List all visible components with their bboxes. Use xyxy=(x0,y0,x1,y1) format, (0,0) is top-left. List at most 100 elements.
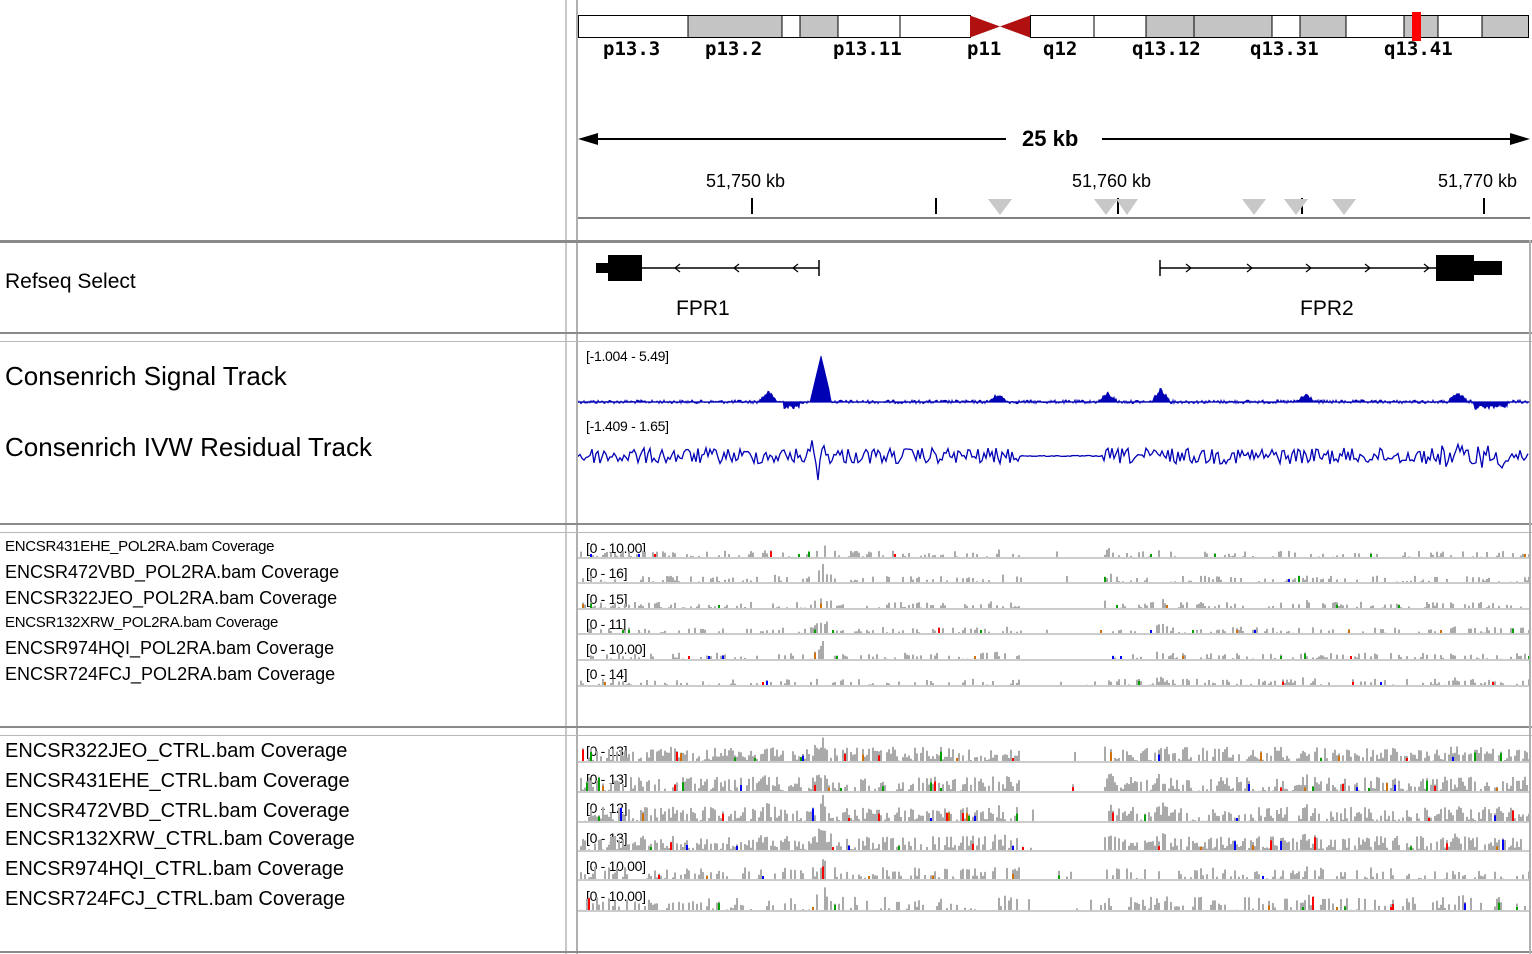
mismatch-mark xyxy=(582,749,584,761)
mismatch-mark xyxy=(1336,604,1338,608)
panel-divider[interactable] xyxy=(0,332,1532,334)
track-name-coverage[interactable]: ENCSR431EHE_CTRL.bam Coverage xyxy=(5,770,350,792)
mismatch-mark xyxy=(1112,656,1114,659)
mismatch-mark xyxy=(1072,787,1074,791)
mismatch-mark xyxy=(968,815,970,821)
track-name-coverage[interactable]: ENCSR724FCJ_CTRL.bam Coverage xyxy=(5,888,346,910)
mismatch-mark xyxy=(1410,846,1412,850)
mismatch-mark xyxy=(1370,554,1372,557)
mismatch-mark xyxy=(1464,903,1466,910)
mismatch-mark xyxy=(930,782,932,791)
panel-divider[interactable] xyxy=(0,341,1532,342)
mismatch-mark xyxy=(628,629,630,633)
mismatch-mark xyxy=(1386,783,1388,791)
gene-fpr1[interactable] xyxy=(596,255,820,281)
mismatch-mark xyxy=(682,782,684,791)
mismatch-mark xyxy=(736,845,738,850)
track-name-coverage[interactable]: ENCSR974HQI_POL2RA.bam Coverage xyxy=(5,638,335,658)
mismatch-mark xyxy=(948,812,950,821)
mismatch-mark xyxy=(650,847,652,850)
track-name-coverage[interactable]: ENCSR472VBD_CTRL.bam Coverage xyxy=(5,800,350,822)
mismatch-mark xyxy=(1120,656,1122,659)
mismatch-mark xyxy=(598,816,600,821)
coverage-bars xyxy=(584,795,1529,821)
mismatch-mark xyxy=(1356,787,1358,791)
mismatch-mark xyxy=(862,754,864,761)
panel-divider[interactable] xyxy=(0,532,1532,533)
mismatch-mark xyxy=(622,629,624,633)
mismatch-mark xyxy=(1392,903,1394,910)
consenrich-signal-track[interactable] xyxy=(578,350,1530,412)
mismatch-mark xyxy=(1440,630,1442,633)
mismatch-mark xyxy=(898,846,900,850)
track-name-coverage[interactable]: ENCSR472VBD_POL2RA.bam Coverage xyxy=(5,562,340,582)
coverage-bars xyxy=(582,564,1529,582)
mismatch-mark xyxy=(828,787,830,791)
track-name-coverage[interactable]: ENCSR322JEO_CTRL.bam Coverage xyxy=(5,740,348,762)
centromere xyxy=(970,15,1000,38)
mismatch-mark xyxy=(980,630,982,633)
gene-fpr2[interactable] xyxy=(1159,255,1502,281)
band-label: p13.3 xyxy=(603,38,661,60)
mismatch-mark xyxy=(638,554,640,557)
ruler-tick-label: 51,760 kb xyxy=(1072,171,1152,191)
track-name-refseq[interactable]: Refseq Select xyxy=(5,270,136,293)
track-name-coverage[interactable]: ENCSR974HQI_CTRL.bam Coverage xyxy=(5,858,345,880)
chromosome-ideogram[interactable] xyxy=(578,12,1530,42)
mismatch-mark xyxy=(1234,841,1236,850)
mismatch-mark xyxy=(974,656,976,659)
mismatch-mark xyxy=(680,753,682,761)
refseq-gene-track[interactable] xyxy=(578,250,1530,290)
track-name-coverage[interactable]: ENCSR431EHE_POL2RA.bam Coverage xyxy=(5,538,275,555)
mismatch-mark xyxy=(836,656,838,659)
mismatch-mark xyxy=(814,652,816,659)
data-range-label: [0 - 11] xyxy=(586,616,627,632)
panel-divider[interactable] xyxy=(0,951,1532,953)
mismatch-mark xyxy=(598,777,600,791)
mismatch-mark xyxy=(754,758,756,761)
mismatch-mark xyxy=(848,845,850,850)
mismatch-mark xyxy=(1474,752,1476,761)
panel-divider[interactable] xyxy=(0,726,1532,728)
mismatch-mark xyxy=(1280,787,1282,791)
panel-divider[interactable] xyxy=(0,523,1532,525)
coverage-bars xyxy=(580,773,1528,791)
track-name-coverage[interactable]: ENCSR132XRW_POL2RA.bam Coverage xyxy=(5,614,279,631)
mismatch-mark xyxy=(1350,656,1352,659)
mismatch-mark xyxy=(1182,655,1184,659)
band-label: q13.41 xyxy=(1384,38,1453,60)
mismatch-mark xyxy=(590,751,592,761)
mismatch-mark xyxy=(1338,756,1340,761)
mismatch-mark xyxy=(1304,787,1306,791)
mismatch-mark xyxy=(670,842,672,850)
panel-divider[interactable] xyxy=(0,735,1532,736)
track-name-consenrich-signal[interactable]: Consenrich Signal Track xyxy=(5,361,287,391)
mismatch-mark xyxy=(770,551,772,557)
gene-label: FPR2 xyxy=(1300,297,1354,320)
track-name-coverage[interactable]: ENCSR322JEO_POL2RA.bam Coverage xyxy=(5,588,338,608)
mismatch-mark xyxy=(1236,818,1238,821)
track-name-consenrich-residual[interactable]: Consenrich IVW Residual Track xyxy=(5,432,373,462)
mismatch-mark xyxy=(934,781,936,791)
mismatch-mark xyxy=(1406,758,1408,761)
mismatch-mark xyxy=(1314,837,1316,850)
mismatch-mark xyxy=(1280,840,1282,850)
track-name-coverage[interactable]: ENCSR724FCJ_POL2RA.bam Coverage xyxy=(5,664,336,684)
mismatch-mark xyxy=(718,605,720,608)
mismatch-mark xyxy=(1112,812,1114,821)
mismatch-mark xyxy=(1302,906,1304,910)
mismatch-mark xyxy=(1260,752,1262,761)
coverage-bars xyxy=(580,676,1529,685)
ruler[interactable] xyxy=(578,120,1530,220)
name-panel-divider[interactable] xyxy=(565,0,567,954)
coverage-bars xyxy=(582,598,1522,608)
panel-divider[interactable] xyxy=(0,240,1532,243)
track-name-coverage[interactable]: ENCSR132XRW_CTRL.bam Coverage xyxy=(5,828,355,850)
current-locus-marker xyxy=(1412,12,1421,41)
coverage-bars xyxy=(590,641,1529,659)
mismatch-mark xyxy=(654,554,656,557)
consenrich-residual-track[interactable] xyxy=(578,420,1530,490)
mismatch-mark xyxy=(762,682,764,685)
mismatch-mark xyxy=(1280,656,1282,659)
coverage-tracks[interactable] xyxy=(578,533,1529,951)
